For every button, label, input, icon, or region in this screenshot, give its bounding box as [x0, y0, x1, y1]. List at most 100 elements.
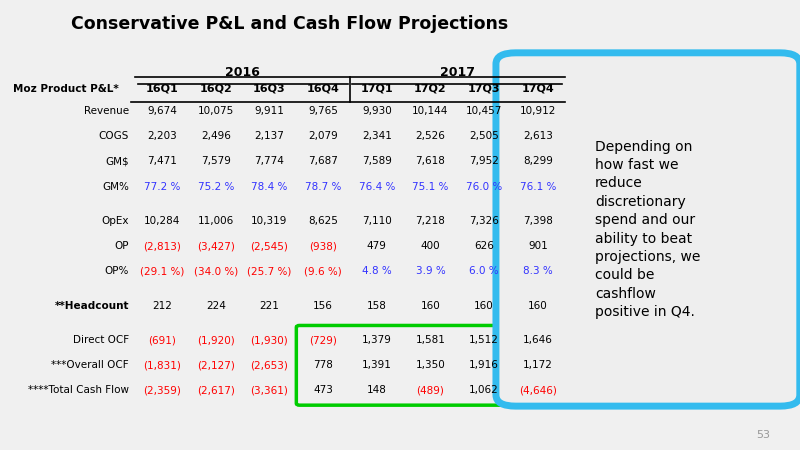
- Text: 7,687: 7,687: [308, 157, 338, 166]
- Text: 77.2 %: 77.2 %: [144, 181, 180, 192]
- Text: 17Q1: 17Q1: [361, 84, 393, 94]
- Text: (34.0 %): (34.0 %): [194, 266, 238, 276]
- Text: 7,774: 7,774: [254, 157, 284, 166]
- Text: 17Q3: 17Q3: [468, 84, 500, 94]
- Text: 7,579: 7,579: [201, 157, 230, 166]
- Text: **Headcount: **Headcount: [54, 301, 129, 310]
- Text: 10,075: 10,075: [198, 106, 234, 117]
- Text: (1,930): (1,930): [250, 335, 288, 345]
- Text: Conservative P&L and Cash Flow Projections: Conservative P&L and Cash Flow Projectio…: [70, 15, 508, 33]
- Text: 224: 224: [206, 301, 226, 310]
- Text: (9.6 %): (9.6 %): [304, 266, 342, 276]
- Text: (2,617): (2,617): [197, 385, 234, 396]
- Text: COGS: COGS: [98, 131, 129, 141]
- Text: Moz Product P&L*: Moz Product P&L*: [13, 84, 118, 94]
- Text: 400: 400: [421, 241, 440, 251]
- Text: 1,916: 1,916: [469, 360, 499, 370]
- Text: 8.3 %: 8.3 %: [523, 266, 553, 276]
- Text: (938): (938): [309, 241, 337, 251]
- Text: 17Q2: 17Q2: [414, 84, 446, 94]
- Text: 78.7 %: 78.7 %: [305, 181, 342, 192]
- Text: 8,625: 8,625: [308, 216, 338, 226]
- Text: (4,646): (4,646): [519, 385, 557, 396]
- Text: 76.1 %: 76.1 %: [519, 181, 556, 192]
- Text: (25.7 %): (25.7 %): [247, 266, 292, 276]
- Text: Direct OCF: Direct OCF: [73, 335, 129, 345]
- Text: 75.1 %: 75.1 %: [412, 181, 449, 192]
- Text: (2,813): (2,813): [143, 241, 181, 251]
- Text: 2,613: 2,613: [523, 131, 553, 141]
- Text: 7,589: 7,589: [362, 157, 392, 166]
- Text: 16Q2: 16Q2: [199, 84, 232, 94]
- Text: (2,653): (2,653): [250, 360, 288, 370]
- Text: 16Q4: 16Q4: [306, 84, 339, 94]
- Text: 53: 53: [757, 430, 770, 440]
- Text: (691): (691): [148, 335, 176, 345]
- Text: 2,137: 2,137: [254, 131, 284, 141]
- Text: 778: 778: [313, 360, 333, 370]
- Text: 2,341: 2,341: [362, 131, 392, 141]
- Text: 16Q3: 16Q3: [253, 84, 286, 94]
- Text: Depending on
how fast we
reduce
discretionary
spend and our
ability to beat
proj: Depending on how fast we reduce discreti…: [595, 140, 701, 319]
- Text: 148: 148: [367, 385, 386, 396]
- Text: 156: 156: [313, 301, 333, 310]
- Text: 78.4 %: 78.4 %: [251, 181, 288, 192]
- Text: 7,398: 7,398: [523, 216, 553, 226]
- Text: 2,203: 2,203: [147, 131, 177, 141]
- Text: (3,361): (3,361): [250, 385, 288, 396]
- Text: 2,496: 2,496: [201, 131, 230, 141]
- Text: 10,912: 10,912: [519, 106, 556, 117]
- Text: GM%: GM%: [102, 181, 129, 192]
- Text: 160: 160: [474, 301, 494, 310]
- Text: 4.8 %: 4.8 %: [362, 266, 392, 276]
- Text: 479: 479: [367, 241, 386, 251]
- Text: 8,299: 8,299: [523, 157, 553, 166]
- Text: 1,062: 1,062: [470, 385, 499, 396]
- Text: Revenue: Revenue: [84, 106, 129, 117]
- Text: 76.4 %: 76.4 %: [358, 181, 395, 192]
- Text: 7,110: 7,110: [362, 216, 392, 226]
- Text: 212: 212: [152, 301, 172, 310]
- Text: 1,172: 1,172: [523, 360, 553, 370]
- Text: 160: 160: [421, 301, 440, 310]
- Text: 901: 901: [528, 241, 548, 251]
- Text: 626: 626: [474, 241, 494, 251]
- Text: ***Overall OCF: ***Overall OCF: [51, 360, 129, 370]
- Text: (2,359): (2,359): [143, 385, 181, 396]
- Text: 2,505: 2,505: [470, 131, 499, 141]
- Text: OpEx: OpEx: [102, 216, 129, 226]
- Text: 76.0 %: 76.0 %: [466, 181, 502, 192]
- Text: 9,674: 9,674: [147, 106, 177, 117]
- Text: 17Q4: 17Q4: [522, 84, 554, 94]
- Text: 7,218: 7,218: [415, 216, 446, 226]
- Text: 7,471: 7,471: [147, 157, 177, 166]
- Text: 9,930: 9,930: [362, 106, 392, 117]
- Text: 10,457: 10,457: [466, 106, 502, 117]
- Text: (2,545): (2,545): [250, 241, 288, 251]
- Text: 1,391: 1,391: [362, 360, 392, 370]
- Text: 2017: 2017: [440, 66, 474, 79]
- Text: 7,952: 7,952: [469, 157, 499, 166]
- Text: 10,284: 10,284: [144, 216, 180, 226]
- Text: 2016: 2016: [225, 66, 260, 79]
- Text: 473: 473: [313, 385, 333, 396]
- Text: OP: OP: [114, 241, 129, 251]
- Text: 7,326: 7,326: [469, 216, 499, 226]
- Text: (29.1 %): (29.1 %): [140, 266, 184, 276]
- Text: 1,512: 1,512: [469, 335, 499, 345]
- Text: 2,526: 2,526: [415, 131, 446, 141]
- Text: 9,765: 9,765: [308, 106, 338, 117]
- Text: 16Q1: 16Q1: [146, 84, 178, 94]
- Text: 2,079: 2,079: [308, 131, 338, 141]
- Text: 1,350: 1,350: [415, 360, 446, 370]
- Text: 158: 158: [367, 301, 386, 310]
- Text: OP%: OP%: [105, 266, 129, 276]
- Text: 6.0 %: 6.0 %: [470, 266, 499, 276]
- Text: 1,581: 1,581: [415, 335, 446, 345]
- Text: 11,006: 11,006: [198, 216, 234, 226]
- Text: 221: 221: [259, 301, 279, 310]
- Text: (1,831): (1,831): [143, 360, 181, 370]
- Text: 1,646: 1,646: [523, 335, 553, 345]
- Text: 3.9 %: 3.9 %: [415, 266, 446, 276]
- Text: 10,144: 10,144: [412, 106, 449, 117]
